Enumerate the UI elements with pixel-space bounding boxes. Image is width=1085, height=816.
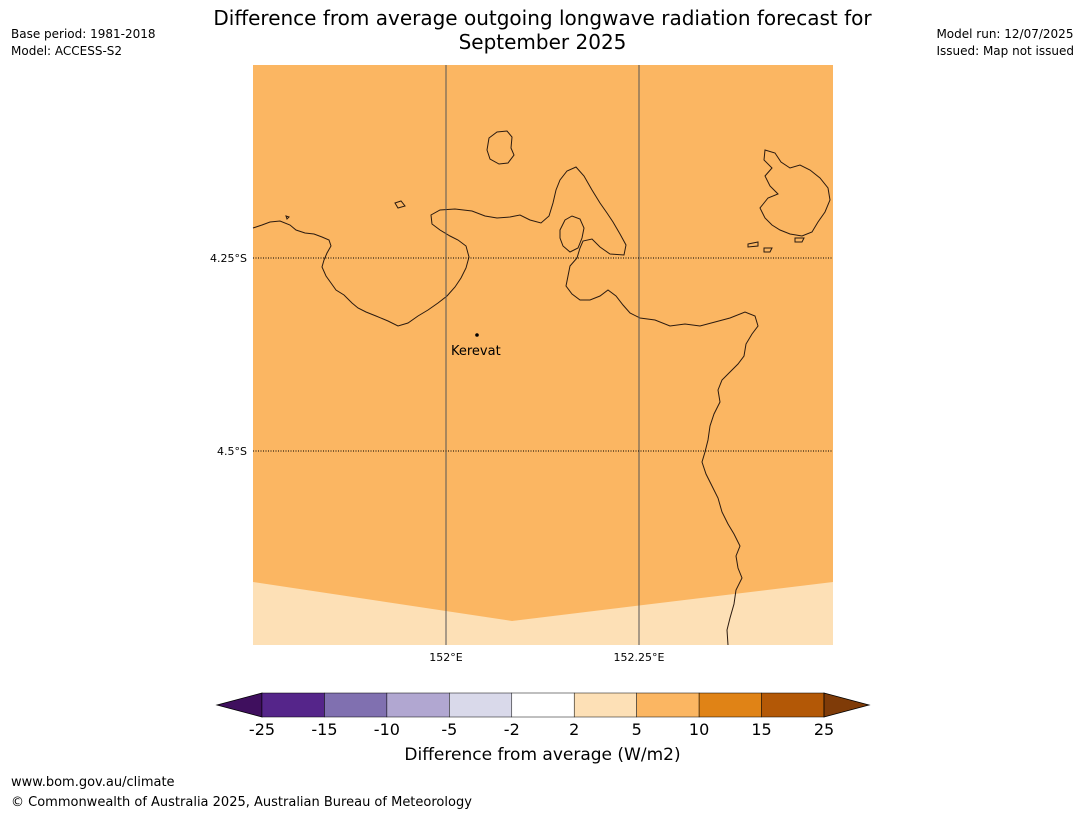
colorbar-segment [698, 692, 762, 718]
title-line-1: Difference from average outgoing longwav… [213, 6, 872, 30]
meta-left: Base period: 1981-2018 Model: ACCESS-S2 [11, 26, 156, 60]
issued-status: Issued: Map not issued [936, 44, 1074, 58]
footer-copyright: © Commonwealth of Australia 2025, Austra… [11, 795, 472, 810]
colorbar-segment [761, 692, 825, 718]
coastline-peninsula [559, 215, 585, 253]
coastline-island-east-2 [747, 241, 759, 248]
colorbar-tick-label: -5 [441, 720, 458, 739]
colorbar-tick-label: -25 [248, 720, 276, 739]
colorbar-segment [386, 692, 450, 718]
colorbar-tick-label: 2 [569, 720, 580, 739]
footer-url: www.bom.gov.au/climate [11, 775, 175, 790]
colorbar-segment [449, 692, 513, 718]
lat-label-4-5: 4.5°S [217, 445, 247, 458]
coastline-main [252, 166, 759, 646]
colorbar-title: Difference from average (W/m2) [404, 745, 681, 765]
colorbar-segment [261, 692, 325, 718]
coastline [252, 130, 831, 646]
title-line-2: September 2025 [458, 30, 627, 54]
colorbar-tick-label: 5 [631, 720, 642, 739]
lon-label-152: 152°E [429, 651, 462, 664]
map-field-light [253, 582, 833, 645]
colorbar-tick-label: 10 [688, 720, 710, 739]
model-name: Model: ACCESS-S2 [11, 44, 123, 58]
colorbar-segment [324, 692, 388, 718]
coastline-islet-north [486, 130, 515, 165]
kerevat-marker [475, 333, 479, 337]
colorbar-segment [573, 692, 637, 718]
colorbar-tick-label: -15 [311, 720, 338, 739]
colorbar-tick-label: 25 [813, 720, 835, 739]
colorbar-tick-label: -2 [503, 720, 520, 739]
map-title: Difference from average outgoing longwav… [150, 6, 935, 54]
coastline-island-east-4 [794, 237, 805, 243]
lon-label-152-25: 152.25°E [614, 651, 665, 664]
map-field-dominant [253, 65, 833, 645]
coastline-islet-small [394, 200, 406, 209]
colorbar-tick-label: 15 [751, 720, 772, 739]
kerevat-label: Kerevat [451, 344, 501, 359]
colorbar-extend-low [215, 692, 263, 718]
coastline-island-east-3 [763, 247, 773, 253]
meta-right: Model run: 12/07/2025 Issued: Map not is… [936, 26, 1074, 60]
colorbar-tick-label: -10 [373, 720, 400, 739]
colorbar-segment [511, 692, 575, 718]
colorbar-segment [636, 692, 700, 718]
graticule [253, 65, 833, 645]
coastline-islet-dot [285, 215, 290, 220]
coastline-island-east [759, 149, 831, 237]
colorbar [215, 692, 871, 718]
model-run: Model run: 12/07/2025 [936, 27, 1074, 41]
lat-label-4-25: 4.25°S [210, 252, 247, 265]
base-period: Base period: 1981-2018 [11, 27, 156, 41]
colorbar-extend-high [823, 692, 871, 718]
